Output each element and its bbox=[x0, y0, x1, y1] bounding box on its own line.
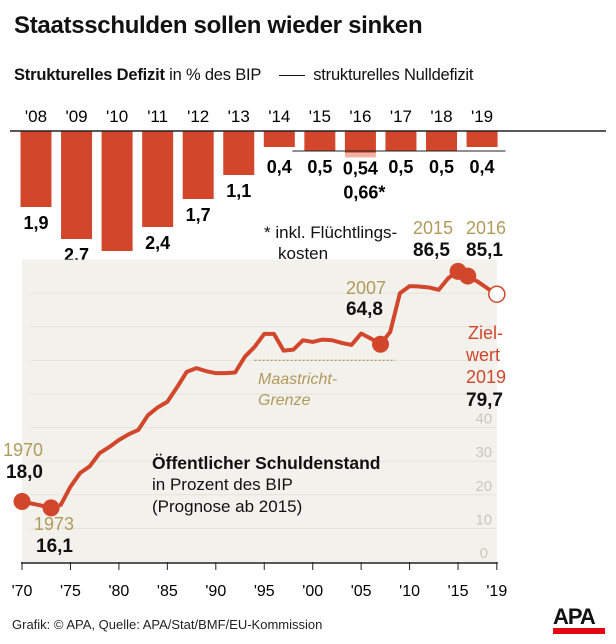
bar bbox=[61, 131, 93, 239]
debt-title-note: (Prognose ab 2015) bbox=[152, 497, 303, 516]
target-label: Ziel-wert 2019 bbox=[466, 322, 506, 388]
legend-label: strukturelles Nulldefizit bbox=[313, 66, 474, 84]
x-tick-label: '15 bbox=[448, 583, 469, 600]
bar bbox=[101, 131, 133, 251]
bar-category-label: '16 bbox=[349, 107, 371, 126]
x-tick-label: '80 bbox=[108, 583, 129, 600]
label-value-2019: 79,7 bbox=[466, 390, 503, 411]
bar-value-label: 0,5 bbox=[307, 157, 332, 177]
x-tick-label: '95 bbox=[254, 583, 275, 600]
x-tick-label: '19 bbox=[486, 583, 507, 600]
x-tick-label: '75 bbox=[60, 583, 81, 600]
bar-chart-unit: in % des BIP bbox=[164, 66, 262, 84]
label-year-1970: 1970 bbox=[3, 440, 44, 460]
label-value-2015: 86,5 bbox=[413, 240, 450, 261]
debt-line bbox=[21, 269, 498, 510]
bar-value-label: 1,7 bbox=[186, 205, 211, 225]
label-value-1970: 18,0 bbox=[6, 462, 43, 483]
bar bbox=[344, 131, 376, 153]
y-tick-label: 30 bbox=[475, 444, 492, 461]
plot-background bbox=[22, 259, 497, 562]
label-year-2015: 2015 bbox=[413, 218, 454, 238]
data-point-2019 bbox=[488, 285, 506, 303]
bar-value-label: 0,4 bbox=[267, 157, 292, 177]
maastricht-line: Grenze bbox=[258, 392, 311, 409]
target-line: 2019 bbox=[466, 367, 507, 387]
bar bbox=[426, 131, 457, 151]
bar-value-label: 1,1 bbox=[226, 181, 251, 201]
maastricht-line: Maastricht- bbox=[258, 371, 338, 388]
footnote: * inkl. Flüchtlings-kosten bbox=[264, 222, 397, 264]
y-tick-label: 40 bbox=[475, 411, 492, 428]
data-point-1973 bbox=[42, 499, 60, 517]
bar bbox=[385, 131, 417, 151]
bar-category-label: '15 bbox=[309, 107, 331, 126]
bar-chart-title: Strukturelles Defizit bbox=[14, 66, 165, 84]
bar-value-label: 0,4 bbox=[470, 157, 495, 177]
bar-category-label: '14 bbox=[268, 107, 290, 126]
target-line: Ziel- bbox=[468, 323, 503, 343]
y-tick-label: 20 bbox=[475, 478, 492, 495]
data-point-2016 bbox=[459, 267, 477, 285]
bar bbox=[263, 131, 295, 147]
bar-value-label: 0,54 bbox=[343, 159, 378, 179]
x-tick-label: '05 bbox=[351, 583, 372, 600]
bar-category-label: '18 bbox=[430, 107, 452, 126]
label-value-2016: 85,1 bbox=[466, 240, 503, 261]
label-value-1973: 16,1 bbox=[36, 536, 73, 557]
bar-category-label: '10 bbox=[106, 107, 128, 126]
maastricht-label: Maastricht- Grenze bbox=[258, 369, 337, 411]
bar-category-label: '09 bbox=[65, 107, 87, 126]
x-tick-label: '90 bbox=[205, 583, 226, 600]
bar-value-label: 1,9 bbox=[23, 213, 48, 233]
bar-category-label: '13 bbox=[228, 107, 250, 126]
label-value-2007: 64,8 bbox=[346, 299, 383, 320]
footnote-line: kosten bbox=[278, 244, 329, 263]
y-tick-label: 0 bbox=[480, 545, 488, 562]
label-year-1973: 1973 bbox=[34, 514, 75, 534]
debt-title-unit: in Prozent des BIP bbox=[152, 475, 293, 494]
legend-line-icon bbox=[279, 75, 306, 77]
bar bbox=[304, 131, 336, 151]
footnote-line: * inkl. Flüchtlings- bbox=[264, 223, 398, 242]
page-title: Staatsschulden sollen wieder sinken bbox=[14, 12, 423, 39]
bar-category-label: '17 bbox=[390, 107, 412, 126]
x-tick-label: '85 bbox=[157, 583, 178, 600]
bar bbox=[182, 131, 214, 199]
y-tick-label: 10 bbox=[475, 511, 492, 528]
x-tick-label: '00 bbox=[302, 583, 323, 600]
bar-value-label: 2,4 bbox=[145, 233, 170, 253]
bar-category-label: '19 bbox=[471, 107, 493, 126]
x-tick-label: '70 bbox=[12, 583, 33, 600]
target-line: wert bbox=[466, 345, 501, 365]
debt-title-bold: Öffentlicher Schuldenstand bbox=[152, 453, 381, 473]
bar-category-label: '12 bbox=[187, 107, 209, 126]
footer-source: Grafik: © APA, Quelle: APA/Stat/BMF/EU-K… bbox=[12, 617, 323, 632]
data-point-1970 bbox=[13, 493, 31, 511]
apa-logo: APA bbox=[553, 606, 605, 634]
bar-value-label: 0,5 bbox=[388, 157, 413, 177]
bar-category-label: '08 bbox=[25, 107, 47, 126]
bar bbox=[466, 131, 498, 147]
bar-value-label: 0,5 bbox=[429, 157, 454, 177]
bar-extra-label: 0,66* bbox=[343, 183, 385, 203]
debt-chart-title: Öffentlicher Schuldenstand in Prozent de… bbox=[152, 452, 381, 518]
data-point-2007 bbox=[372, 335, 390, 353]
label-year-2016: 2016 bbox=[466, 218, 507, 238]
bar-chart-heading: Strukturelles Defizit in % des BIP strukt… bbox=[14, 66, 473, 85]
x-tick-label: '10 bbox=[399, 583, 420, 600]
bar bbox=[142, 131, 174, 227]
bar bbox=[20, 131, 52, 207]
bar-category-label: '11 bbox=[147, 107, 168, 126]
label-year-2007: 2007 bbox=[346, 278, 387, 298]
bar bbox=[223, 131, 255, 175]
